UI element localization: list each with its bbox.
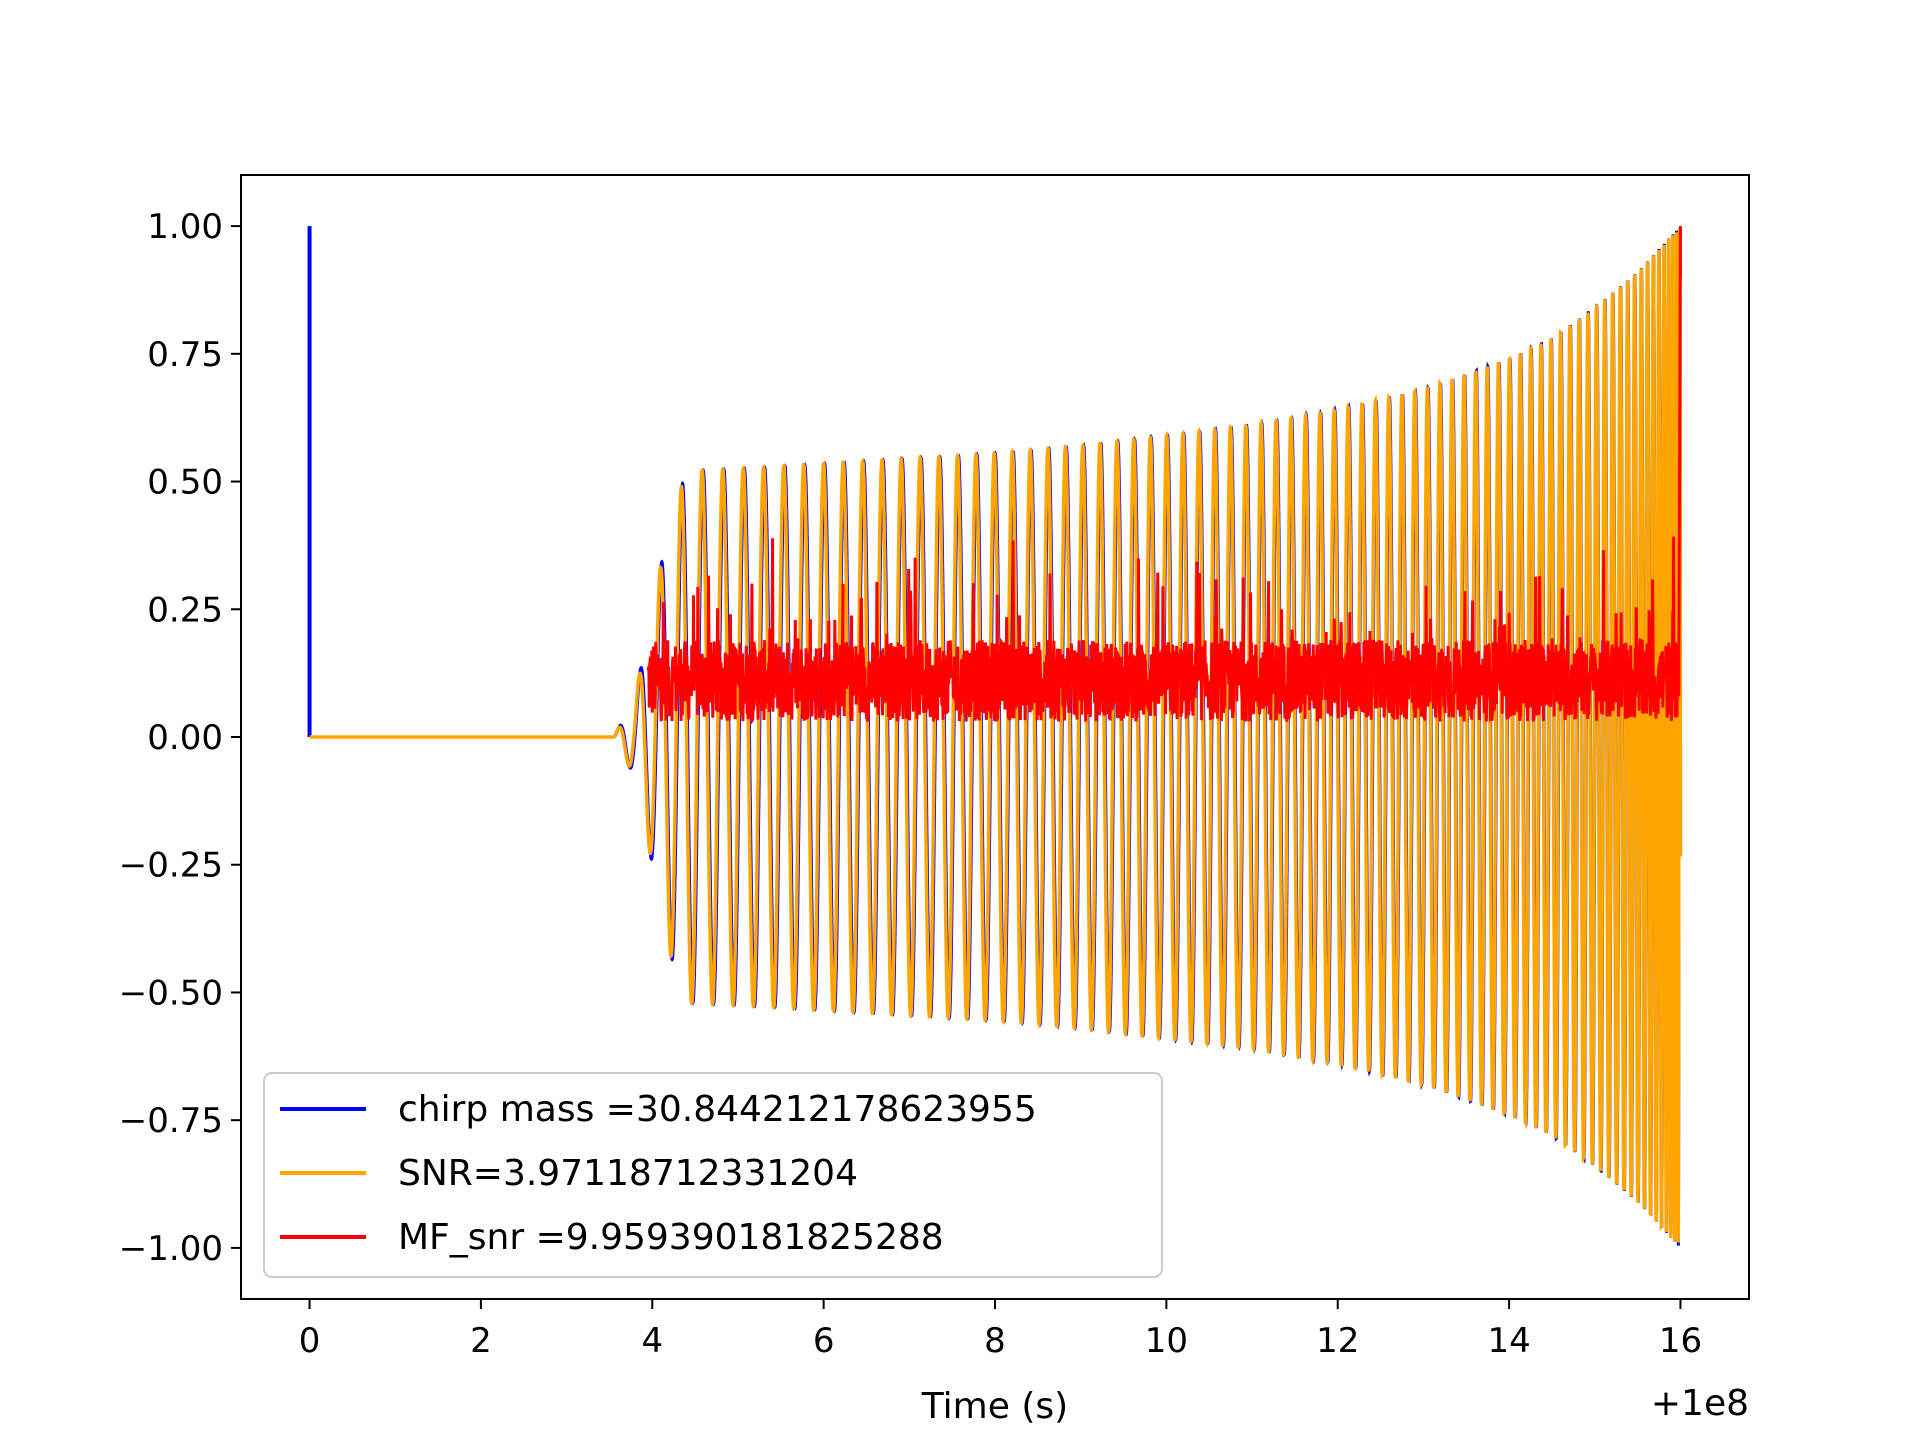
y-tick-label: 0.50 xyxy=(147,463,223,503)
y-tick-label: 0.00 xyxy=(147,718,223,758)
x-tick-label: 6 xyxy=(813,1321,835,1361)
y-tick-label: 0.25 xyxy=(147,590,223,630)
x-tick-label: 10 xyxy=(1145,1321,1188,1361)
legend-box xyxy=(263,1072,1163,1278)
x-tick-label: 14 xyxy=(1487,1321,1530,1361)
x-tick-label: 8 xyxy=(984,1321,1006,1361)
x-axis: 0 2 4 6 8 10 12 14 16 xyxy=(299,1299,1702,1361)
x-tick-label: 2 xyxy=(470,1321,492,1361)
mf-snr-line xyxy=(646,226,1682,725)
x-tick-label: 0 xyxy=(299,1321,321,1361)
series-snr xyxy=(309,228,1683,1243)
legend-entry-snr-label: SNR=3.97118712331204 xyxy=(398,1153,858,1194)
legend-entry-mf-snr-label: MF_snr =9.959390181825288 xyxy=(398,1217,944,1258)
x-offset-label: +1e8 xyxy=(1651,1383,1749,1424)
legend-entry-chirp-mass-label: chirp mass =30.844212178623955 xyxy=(398,1089,1037,1130)
x-tick-label: 16 xyxy=(1659,1321,1702,1361)
x-tick-label: 4 xyxy=(641,1321,663,1361)
y-tick-label: −1.00 xyxy=(119,1229,223,1269)
y-tick-label: −0.50 xyxy=(119,973,223,1013)
series-mf-snr xyxy=(646,226,1682,725)
x-tick-label: 12 xyxy=(1316,1321,1359,1361)
y-tick-label: 0.75 xyxy=(147,335,223,375)
y-tick-label: −0.25 xyxy=(119,846,223,886)
y-tick-label: 1.00 xyxy=(147,207,223,247)
y-tick-label: −0.75 xyxy=(119,1101,223,1141)
y-axis: −1.00 −0.75 −0.50 −0.25 0.00 0.25 0.50 0.75 1.00 xyxy=(119,207,241,1269)
series-layer xyxy=(307,226,1683,1246)
plot-area xyxy=(307,226,1683,1246)
x-axis-label: Time (s) xyxy=(921,1386,1068,1427)
legend: chirp mass =30.844212178623955 SNR=3.9711… xyxy=(263,1072,1163,1278)
snr-waveform-line xyxy=(309,228,1683,1243)
